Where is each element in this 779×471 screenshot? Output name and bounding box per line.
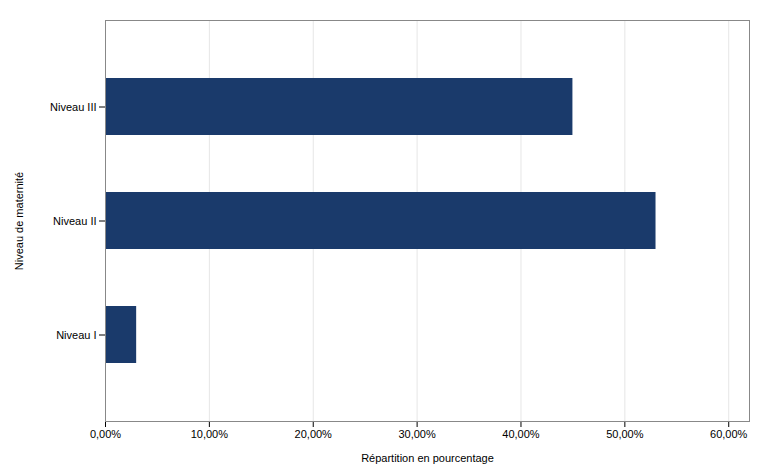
svg-text:Niveau III: Niveau III	[50, 101, 96, 113]
svg-text:Niveau de maternité: Niveau de maternité	[13, 172, 25, 270]
svg-text:0,00%: 0,00%	[90, 428, 121, 440]
svg-text:60,00%: 60,00%	[710, 428, 748, 440]
svg-text:Niveau II: Niveau II	[53, 215, 96, 227]
svg-text:10,00%: 10,00%	[191, 428, 229, 440]
svg-text:Niveau I: Niveau I	[56, 329, 96, 341]
svg-text:30,00%: 30,00%	[398, 428, 436, 440]
svg-text:20,00%: 20,00%	[295, 428, 333, 440]
svg-text:40,00%: 40,00%	[502, 428, 540, 440]
svg-text:50,00%: 50,00%	[606, 428, 644, 440]
svg-text:Répartition en pourcentage: Répartition en pourcentage	[361, 452, 494, 464]
